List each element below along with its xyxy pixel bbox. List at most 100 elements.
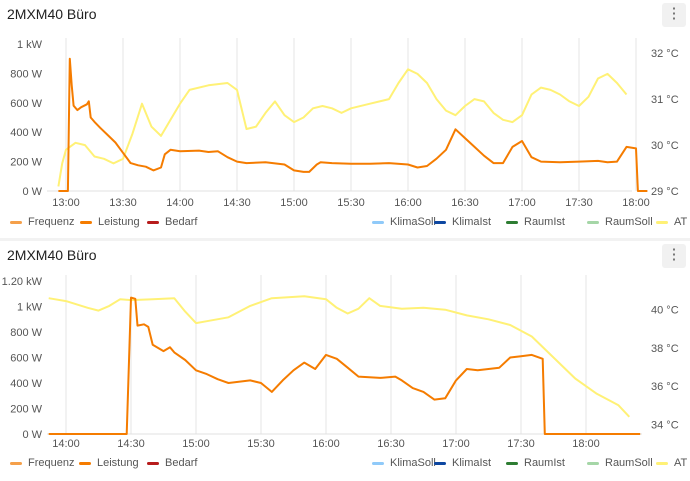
legend-label: RaumIst [524, 216, 565, 228]
legend-label: AT [674, 216, 688, 228]
legend-swatch [506, 220, 518, 224]
chart-legend: Frequenz Leistung Bedarf KlimaSoll KlimaIst R… [0, 216, 690, 234]
more-menu-icon[interactable]: ⋮ [662, 3, 686, 27]
line-chart[interactable]: 14:00 14:30 15:00 15:30 16:00 16:30 17:00 17:30… [0, 241, 690, 481]
legend-item-klimasoll[interactable]: KlimaSoll [372, 216, 436, 228]
legend-label: Bedarf [165, 457, 198, 469]
card-divider [0, 238, 690, 241]
legend-item-klimasoll[interactable]: KlimaSoll [372, 457, 436, 469]
legend-swatch [434, 461, 446, 465]
legend-label: KlimaSoll [390, 216, 436, 228]
x-tick-label: 14:30 [223, 197, 251, 209]
y-left-tick-label: 600 W [10, 353, 42, 365]
y-right-tick-label: 36 °C [651, 381, 679, 393]
legend-item-frequenz[interactable]: Frequenz [10, 457, 74, 469]
legend-label: Frequenz [28, 457, 75, 469]
legend-item-bedarf[interactable]: Bedarf [147, 216, 197, 228]
legend-swatch [147, 220, 159, 224]
legend-item-raumist[interactable]: RaumIst [506, 457, 565, 469]
y-left-tick-label: 400 W [10, 127, 42, 139]
card-title: 2MXM40 Büro [7, 247, 97, 263]
legend-item-at[interactable]: AT [656, 457, 687, 469]
y-right-tick-label: 29 °C [651, 186, 679, 198]
y-right-tick-label: 40 °C [651, 305, 679, 317]
legend-label: KlimaIst [452, 457, 492, 469]
line-chart[interactable]: 13:00 13:30 14:00 14:30 15:00 15:30 16:00 16:30… [0, 0, 690, 238]
x-tick-label: 18:00 [622, 197, 650, 209]
y-left-tick-label: 800 W [10, 68, 42, 80]
x-tick-label: 15:00 [182, 438, 210, 450]
legend-item-leistung[interactable]: Leistung [80, 216, 140, 228]
x-tick-label: 16:00 [312, 438, 340, 450]
legend-item-raumsoll[interactable]: RaumSoll [587, 216, 653, 228]
x-tick-label: 16:30 [451, 197, 479, 209]
legend-swatch [372, 220, 384, 224]
y-left-tick-label: 0 W [22, 429, 42, 441]
legend-label: RaumSoll [605, 457, 653, 469]
y-right-tick-label: 34 °C [651, 419, 679, 431]
x-tick-label: 17:00 [508, 197, 536, 209]
x-tick-label: 13:30 [109, 197, 137, 209]
legend-swatch [656, 461, 668, 465]
x-tick-label: 16:30 [377, 438, 405, 450]
legend-swatch [10, 461, 22, 465]
legend-item-raumist[interactable]: RaumIst [506, 216, 565, 228]
chart-card-1: 2MXM40 Büro ⋮ 13:00 13:30 14:00 14:30 15:00 1… [0, 0, 690, 238]
legend-swatch [10, 220, 22, 224]
chart-legend: Frequenz Leistung Bedarf KlimaSoll KlimaIst R… [0, 457, 690, 475]
x-tick-label: 14:00 [52, 438, 80, 450]
x-tick-label: 17:00 [442, 438, 470, 450]
legend-swatch [656, 220, 668, 224]
legend-swatch [79, 461, 91, 465]
legend-item-klimaist[interactable]: KlimaIst [434, 457, 491, 469]
legend-swatch [372, 461, 384, 465]
legend-label: KlimaIst [452, 216, 492, 228]
legend-label: Frequenz [28, 216, 75, 228]
x-tick-label: 14:00 [166, 197, 194, 209]
legend-swatch [587, 461, 599, 465]
y-left-tick-label: 200 W [10, 404, 42, 416]
legend-item-at[interactable]: AT [656, 216, 687, 228]
legend-label: RaumSoll [605, 216, 653, 228]
y-left-tick-label: 1.20 kW [2, 276, 43, 288]
legend-swatch [80, 220, 92, 224]
x-tick-label: 17:30 [507, 438, 535, 450]
chart-card-2: 2MXM40 Büro ⋮ 14:00 14:30 15:00 15:30 16:00 1… [0, 241, 690, 481]
y-left-tick-label: 400 W [10, 378, 42, 390]
y-left-tick-label: 200 W [10, 157, 42, 169]
y-left-tick-label: 600 W [10, 98, 42, 110]
y-right-tick-label: 38 °C [651, 343, 679, 355]
legend-label: Bedarf [165, 216, 198, 228]
x-tick-label: 15:30 [337, 197, 365, 209]
series-line-at[interactable] [48, 295, 631, 418]
more-menu-icon[interactable]: ⋮ [662, 244, 686, 268]
legend-label: RaumIst [524, 457, 565, 469]
x-tick-label: 18:00 [572, 438, 600, 450]
legend-item-raumsoll[interactable]: RaumSoll [587, 457, 653, 469]
y-left-tick-label: 1 kW [17, 302, 43, 314]
x-tick-label: 17:30 [565, 197, 593, 209]
x-tick-label: 15:00 [280, 197, 308, 209]
x-tick-label: 13:00 [52, 197, 80, 209]
y-left-tick-label: 800 W [10, 327, 42, 339]
series-line-leistung[interactable] [48, 296, 641, 435]
x-tick-label: 14:30 [117, 438, 145, 450]
legend-item-frequenz[interactable]: Frequenz [10, 216, 74, 228]
series-line-at[interactable] [57, 68, 628, 187]
y-right-tick-label: 32 °C [651, 48, 679, 60]
series-line-leistung[interactable] [58, 57, 648, 192]
y-right-tick-label: 30 °C [651, 140, 679, 152]
legend-item-klimaist[interactable]: KlimaIst [434, 216, 491, 228]
legend-item-bedarf[interactable]: Bedarf [147, 457, 197, 469]
legend-item-leistung[interactable]: Leistung [79, 457, 139, 469]
x-tick-label: 16:00 [394, 197, 422, 209]
legend-label: Leistung [98, 216, 140, 228]
legend-label: KlimaSoll [390, 457, 436, 469]
legend-swatch [506, 461, 518, 465]
legend-label: AT [674, 457, 688, 469]
y-right-tick-label: 31 °C [651, 94, 679, 106]
x-tick-label: 15:30 [247, 438, 275, 450]
legend-swatch [587, 220, 599, 224]
legend-label: Leistung [97, 457, 139, 469]
legend-swatch [147, 461, 159, 465]
